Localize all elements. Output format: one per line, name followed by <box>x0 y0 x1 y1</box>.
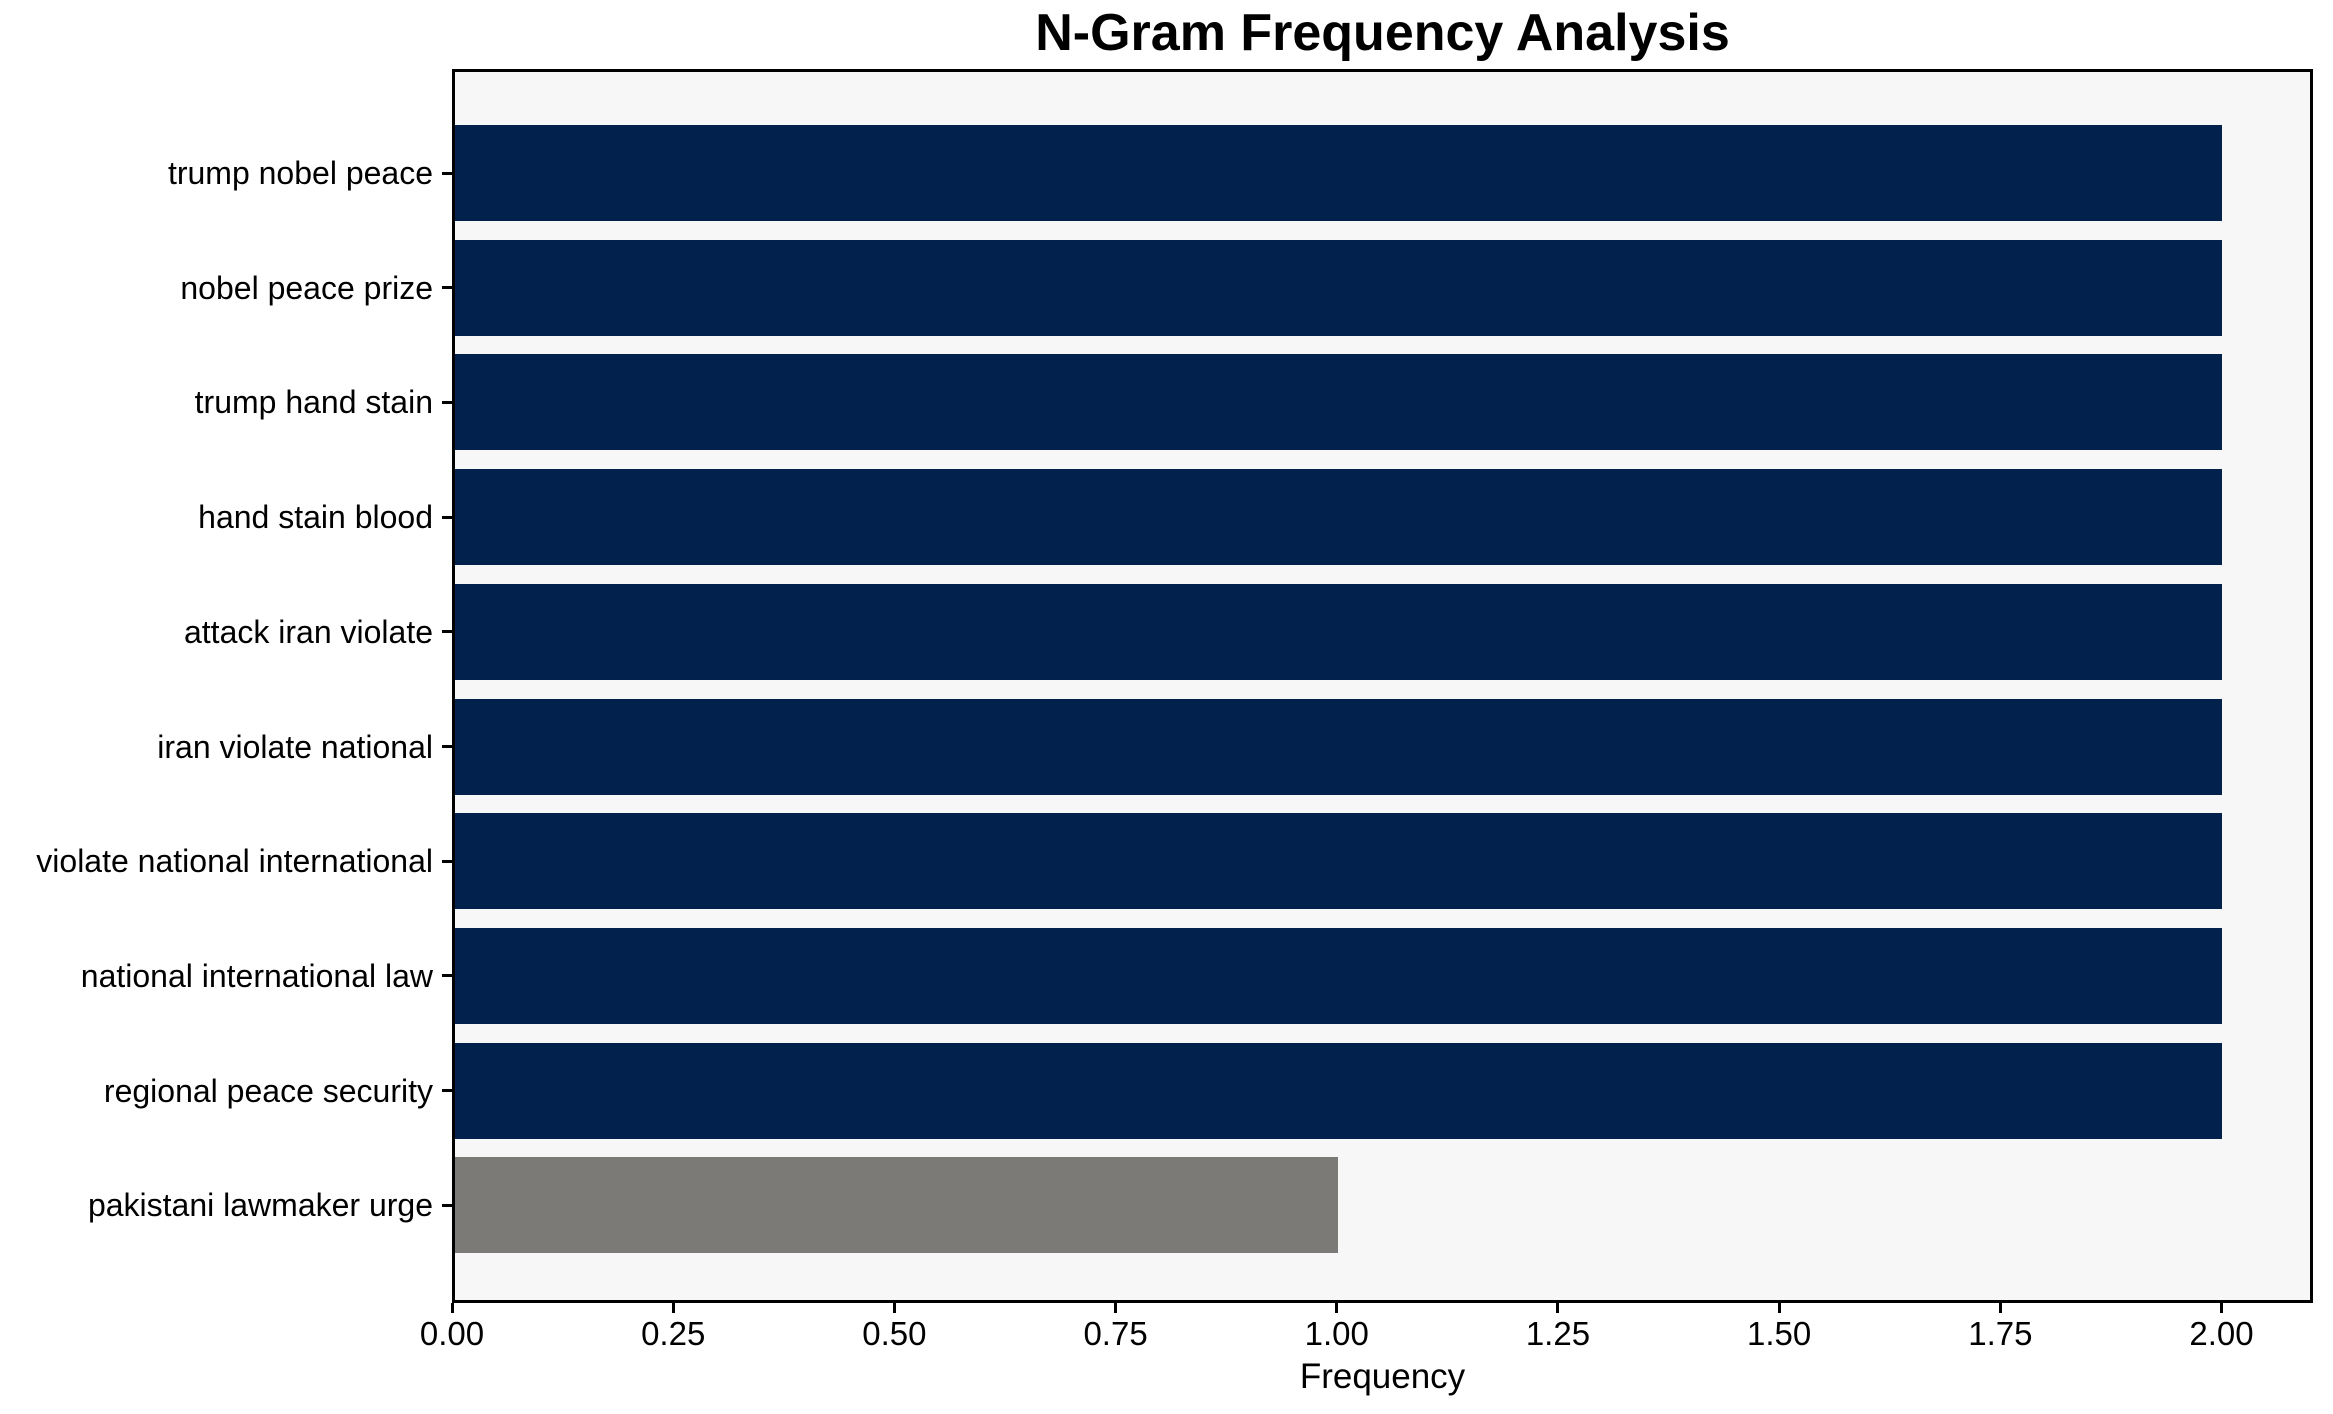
y-tick-label: regional peace security <box>103 1072 433 1109</box>
bar-trump-hand-stain <box>455 354 2222 451</box>
chart-title: N-Gram Frequency Analysis <box>1035 4 1730 62</box>
y-tick-label: trump nobel peace <box>167 155 433 191</box>
y-tick-mark <box>442 400 452 404</box>
x-tick-mark <box>1998 1303 2002 1313</box>
bar-violate-national-international <box>455 813 2222 910</box>
x-tick-label: 1.25 <box>1525 1315 1591 1352</box>
y-tick-mark <box>442 745 452 748</box>
y-tick-label: violate national international <box>36 843 433 880</box>
x-tick-label: 0.75 <box>1083 1315 1148 1352</box>
x-tick-mark <box>2220 1303 2224 1313</box>
y-tick-label: iran violate national <box>157 728 433 765</box>
y-tick-mark <box>442 515 452 519</box>
y-tick-label: attack iran violate <box>183 613 433 650</box>
y-tick-mark <box>442 859 452 863</box>
x-tick-label: 0.00 <box>419 1315 485 1352</box>
bar-national-international-law <box>455 927 2222 1024</box>
y-tick-label: pakistani lawmaker urge <box>87 1187 433 1224</box>
y-tick-mark <box>442 1089 452 1093</box>
y-tick-label: national international law <box>80 957 433 994</box>
x-tick-mark <box>892 1303 896 1313</box>
bar-nobel-peace-prize <box>455 239 2222 336</box>
plot-area <box>452 69 2313 1303</box>
x-tick-label: 1.50 <box>1747 1315 1812 1352</box>
y-tick-label: trump hand stain <box>194 384 433 421</box>
x-tick-mark <box>1114 1303 1118 1313</box>
x-axis-label: Frequency <box>1299 1357 1466 1396</box>
y-tick-label: hand stain blood <box>198 499 433 536</box>
x-tick-label: 0.50 <box>862 1315 927 1352</box>
x-tick-mark <box>450 1303 454 1313</box>
y-tick-mark <box>442 1203 452 1207</box>
bar-regional-peace-security <box>455 1042 2222 1139</box>
y-tick-mark <box>442 630 452 634</box>
y-tick-label: nobel peace prize <box>180 269 433 306</box>
x-tick-label: 2.00 <box>2189 1315 2254 1352</box>
x-tick-mark <box>671 1303 675 1313</box>
bar-trump-nobel-peace <box>455 125 2222 221</box>
x-tick-label: 1.75 <box>1968 1315 2033 1352</box>
y-tick-mark <box>442 286 452 290</box>
bar-pakistani-lawmaker-urge <box>455 1157 1339 1254</box>
bar-iran-violate-national <box>455 698 2222 795</box>
bar-attack-iran-violate <box>455 583 2222 680</box>
x-tick-label: 0.25 <box>641 1315 706 1352</box>
x-tick-mark <box>1777 1303 1781 1313</box>
x-tick-mark <box>1335 1303 1339 1313</box>
x-tick-mark <box>1556 1303 1560 1313</box>
y-tick-mark <box>442 171 452 175</box>
x-tick-label: 1.00 <box>1304 1315 1369 1352</box>
bar-hand-stain-blood <box>455 469 2222 566</box>
y-tick-mark <box>442 974 452 978</box>
